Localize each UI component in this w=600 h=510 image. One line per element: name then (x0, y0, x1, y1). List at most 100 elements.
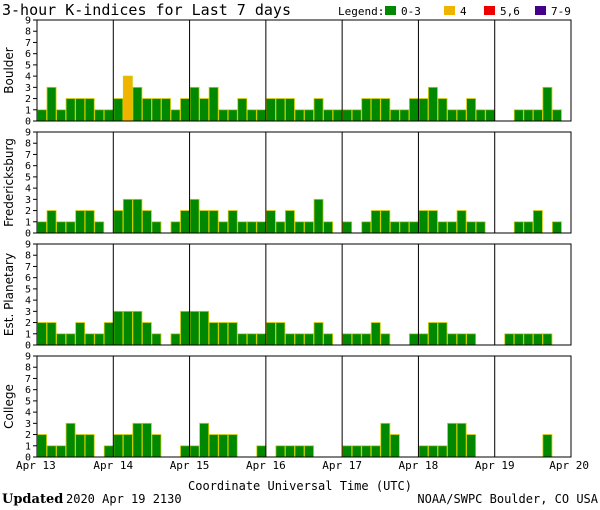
bar (237, 333, 248, 346)
y-tick-label: 8 (25, 139, 31, 150)
updated-label: Updated (2, 492, 63, 507)
bar (399, 109, 410, 122)
bar (304, 445, 314, 458)
bar (532, 210, 543, 234)
y-tick-label: 5 (25, 284, 31, 295)
x-axis-label: Coordinate Universal Time (UTC) (188, 479, 412, 493)
bar (447, 109, 457, 122)
bar (275, 322, 286, 346)
bar (466, 221, 477, 234)
x-tick-label: Apr 16 (246, 459, 286, 472)
bar (542, 86, 553, 122)
bar (380, 333, 391, 346)
bar (380, 210, 391, 234)
bar (141, 322, 152, 346)
y-tick-label: 4 (25, 296, 31, 307)
bar (189, 198, 200, 234)
bar (37, 434, 47, 458)
panel-frame (36, 131, 572, 234)
bar (275, 445, 286, 458)
bar (408, 221, 419, 234)
bar (189, 310, 200, 346)
bar (122, 75, 133, 122)
y-tick-label: 4 (25, 72, 31, 83)
bar (399, 221, 410, 234)
legend-swatch-0 (385, 6, 396, 15)
bar (294, 109, 305, 122)
bar (103, 109, 114, 122)
x-tick-label: Apr 13 (16, 459, 56, 472)
bar (46, 210, 57, 234)
legend-swatch-1 (444, 6, 455, 15)
bar (180, 98, 190, 122)
legend-entry-0: 0-3 (401, 5, 421, 18)
bar (141, 210, 152, 234)
y-tick-label: 7 (25, 38, 31, 49)
legend-label: Legend: (338, 5, 384, 18)
bar (361, 221, 372, 234)
bar (313, 198, 324, 234)
bar (227, 210, 238, 234)
y-tick-label: 0 (25, 229, 31, 240)
bar (180, 445, 190, 458)
panel-frame (36, 243, 572, 346)
bar (208, 434, 219, 458)
bar (218, 221, 229, 234)
bar (46, 322, 57, 346)
bar (75, 322, 86, 346)
y-tick-label: 9 (25, 128, 31, 139)
bar (361, 333, 372, 346)
bar (513, 333, 524, 346)
bar (523, 333, 534, 346)
bar (418, 333, 429, 346)
bar (170, 109, 181, 122)
bar (122, 198, 133, 234)
updated-value: 2020 Apr 19 2130 (66, 492, 182, 506)
bar (418, 98, 429, 122)
bar (218, 434, 229, 458)
legend-entry-1: 4 (460, 5, 467, 18)
y-tick-label: 3 (25, 83, 31, 94)
bar (532, 109, 543, 122)
bar (151, 221, 162, 234)
bar (389, 221, 400, 234)
y-tick-label: 2 (25, 430, 31, 441)
bar (370, 98, 381, 122)
y-tick-label: 4 (25, 184, 31, 195)
bar (437, 221, 448, 234)
bar (237, 98, 248, 122)
x-tick-label: Apr 18 (399, 459, 439, 472)
y-tick-label: 0 (25, 117, 31, 128)
bar (218, 322, 229, 346)
bar (199, 422, 210, 458)
bar (456, 422, 467, 458)
bar (84, 333, 95, 346)
bar (513, 221, 524, 234)
x-tick-label: Apr 15 (170, 459, 210, 472)
y-tick-label: 6 (25, 385, 31, 396)
bar (113, 210, 124, 234)
x-tick-label: Apr 14 (93, 459, 133, 472)
bar (170, 221, 181, 234)
bar (199, 310, 210, 346)
panel-frame (36, 19, 572, 122)
bar (227, 322, 238, 346)
chart-title: 3-hour K-indices for Last 7 days (2, 1, 291, 19)
bar (199, 98, 210, 122)
bar (180, 310, 190, 346)
bar (389, 109, 400, 122)
bar (227, 109, 238, 122)
y-tick-label: 5 (25, 172, 31, 183)
bar (323, 333, 334, 346)
bar (218, 109, 229, 122)
bar (428, 445, 438, 458)
bar (428, 322, 438, 346)
bar (199, 210, 210, 234)
y-tick-label: 1 (25, 329, 31, 340)
bar (313, 322, 324, 346)
bar (542, 333, 553, 346)
bar (132, 310, 143, 346)
bar (113, 434, 124, 458)
